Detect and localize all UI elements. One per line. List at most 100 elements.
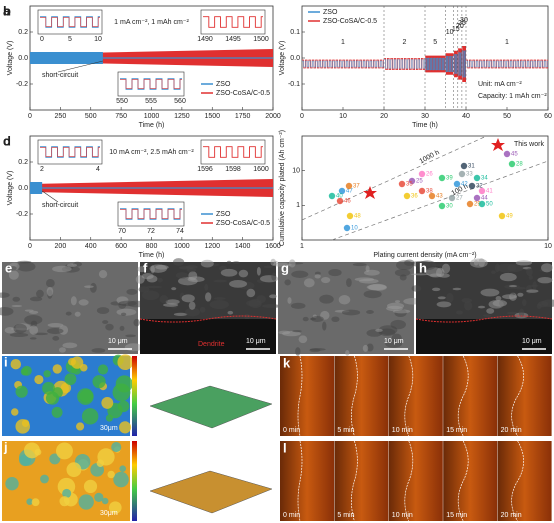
texture: [149, 264, 168, 273]
texture: [105, 323, 114, 331]
texture: [256, 266, 261, 276]
scale-label: 10 μm: [384, 338, 404, 345]
optical-frame: [443, 356, 498, 436]
texture: [541, 263, 553, 273]
texture: [83, 479, 98, 494]
texture: [303, 278, 315, 288]
texture: [431, 287, 441, 292]
texture: [418, 260, 437, 271]
texture: [84, 285, 94, 288]
texture: [21, 365, 32, 376]
texture: [455, 310, 464, 315]
texture: [175, 272, 189, 279]
rate-label: 1: [505, 39, 509, 46]
ref-marker: [428, 192, 436, 200]
texture: [292, 330, 302, 333]
texture: [518, 308, 525, 317]
inset-tick-label: 10: [94, 36, 102, 43]
ref-marker: [478, 200, 486, 208]
condition-label: 1 mA cm⁻², 1 mAh cm⁻²: [114, 19, 189, 26]
ref-marker: [343, 224, 351, 232]
ref-marker: [503, 150, 511, 158]
y-axis-label: Voltage (V): [7, 41, 14, 76]
texture: [199, 306, 206, 313]
legend-label: ZSO-CoSA/C-0.5: [216, 90, 270, 97]
texture: [119, 465, 127, 472]
texture: [346, 278, 352, 288]
x-tick-label: 1750: [235, 113, 251, 120]
texture: [8, 270, 19, 280]
texture: [495, 296, 502, 301]
texture: [116, 308, 137, 316]
annotation: short-circuit: [42, 72, 78, 79]
ref-marker: [328, 192, 336, 200]
inset-frame: [37, 9, 103, 35]
electrode-edge: [511, 440, 524, 522]
x-tick-label: 1500: [204, 113, 220, 120]
ref-label: 38: [426, 189, 433, 195]
x-tick-label: 0: [28, 113, 32, 120]
optical-frame: [280, 356, 334, 436]
ref-marker: [336, 197, 344, 205]
x-axis-label: Time (h): [139, 122, 165, 129]
inset-tick-label: 0: [40, 36, 44, 43]
texture: [52, 336, 60, 341]
texture: [46, 279, 55, 288]
texture: [375, 328, 383, 332]
trace: [384, 58, 426, 70]
texture: [309, 317, 317, 321]
texture: [358, 278, 379, 284]
texture: [64, 373, 77, 386]
x-tick-label: 50: [503, 113, 511, 120]
texture: [141, 273, 154, 280]
optical-frame: [334, 441, 389, 521]
texture: [117, 354, 134, 371]
texture: [341, 309, 361, 316]
ref-label: 39: [446, 176, 453, 182]
texture: [55, 442, 73, 460]
time-label: 10 min: [392, 427, 413, 434]
rate-label: 5: [433, 39, 437, 46]
time-label: 20 min: [501, 427, 522, 434]
y-tick-label: -0.2: [16, 211, 28, 218]
trace: [30, 52, 103, 64]
inset-frame: [117, 201, 185, 227]
x-tick-label: 1200: [204, 243, 220, 250]
inset-frame: [200, 139, 266, 165]
time-label: 5 min: [337, 512, 354, 519]
optical-frame: [497, 441, 552, 521]
x-tick-label: 200: [55, 243, 67, 250]
texture: [119, 325, 125, 331]
inset-tick-label: 2: [40, 166, 44, 173]
legend-label: ZSO: [323, 9, 338, 16]
inset-tick-label: 1490: [197, 36, 213, 43]
optical-frame: [280, 441, 334, 521]
texture: [209, 299, 230, 310]
texture: [165, 299, 180, 305]
texture: [107, 470, 115, 479]
colorbar: [132, 356, 137, 436]
ref-marker: [498, 212, 506, 220]
panel-letter: b: [3, 3, 11, 18]
star-marker: [491, 138, 505, 151]
time-label: 5 min: [337, 427, 354, 434]
ref-marker: [453, 180, 461, 188]
texture: [366, 310, 374, 314]
texture: [284, 279, 291, 286]
texture: [394, 269, 411, 277]
texture: [78, 494, 94, 510]
x-tick-label: 20: [380, 113, 388, 120]
legend-label: This work: [514, 141, 544, 148]
x-tick-label: 10: [339, 113, 347, 120]
texture: [112, 383, 131, 402]
texture: [178, 266, 194, 270]
texture: [11, 408, 19, 416]
texture: [437, 296, 446, 300]
texture: [526, 289, 539, 293]
texture: [473, 260, 479, 266]
texture: [331, 316, 340, 323]
x-tick-label: 800: [146, 243, 158, 250]
x-tick-label: 1600: [265, 243, 281, 250]
trace: [302, 59, 385, 69]
ref-label: 48: [354, 214, 361, 220]
